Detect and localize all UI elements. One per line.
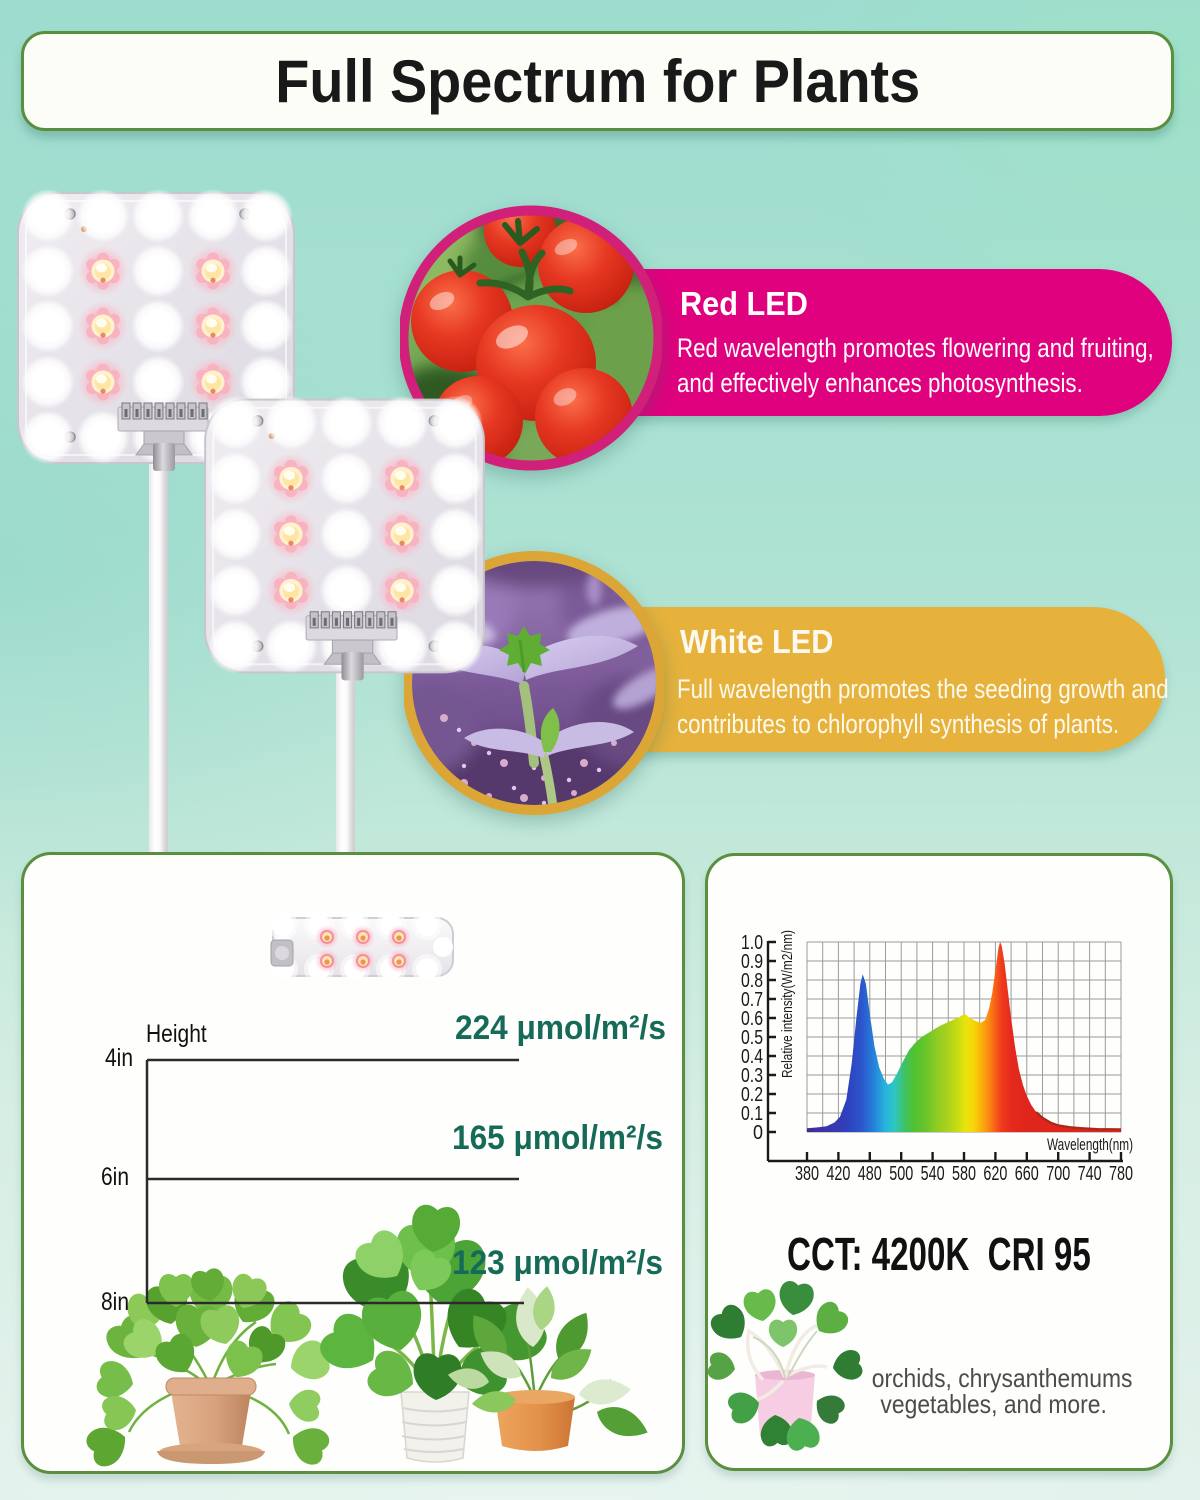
- svg-text:420: 420: [826, 1163, 850, 1185]
- svg-text:0.2: 0.2: [741, 1084, 763, 1106]
- svg-text:740: 740: [1078, 1163, 1102, 1185]
- svg-text:1.0: 1.0: [741, 932, 763, 954]
- svg-text:Relative intensity(W/m2/nm): Relative intensity(W/m2/nm): [779, 930, 796, 1078]
- svg-text:480: 480: [858, 1163, 882, 1185]
- svg-text:0.9: 0.9: [741, 951, 763, 973]
- svg-text:Wavelength(nm): Wavelength(nm): [1047, 1135, 1133, 1154]
- svg-text:0.1: 0.1: [741, 1103, 763, 1125]
- svg-text:0.5: 0.5: [741, 1027, 763, 1049]
- svg-text:380: 380: [795, 1163, 819, 1185]
- svg-text:500: 500: [889, 1163, 913, 1185]
- svg-text:0.3: 0.3: [741, 1065, 763, 1087]
- svg-text:700: 700: [1046, 1163, 1070, 1185]
- svg-text:0: 0: [753, 1122, 763, 1144]
- svg-text:0.4: 0.4: [741, 1046, 763, 1068]
- svg-text:540: 540: [921, 1163, 945, 1185]
- svg-text:780: 780: [1109, 1163, 1133, 1185]
- svg-text:660: 660: [1015, 1163, 1039, 1185]
- svg-text:620: 620: [983, 1163, 1007, 1185]
- svg-text:0.6: 0.6: [741, 1008, 763, 1030]
- svg-text:580: 580: [952, 1163, 976, 1185]
- svg-text:0.8: 0.8: [741, 970, 763, 992]
- svg-text:0.7: 0.7: [741, 989, 763, 1011]
